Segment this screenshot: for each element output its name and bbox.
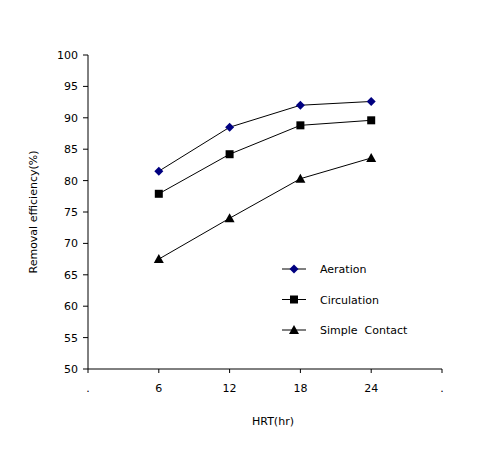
x-tick-label: . <box>440 382 444 395</box>
data-point <box>296 121 304 129</box>
y-tick-label: 95 <box>64 80 78 93</box>
x-tick-label: 24 <box>364 382 378 395</box>
y-tick-label: 50 <box>64 363 78 376</box>
y-tick-label: 60 <box>64 300 78 313</box>
y-axis-title: Removal efficiency(%) <box>27 150 40 273</box>
legend-label: Circulation <box>320 294 379 307</box>
y-tick-label: 70 <box>64 237 78 250</box>
data-point <box>154 254 164 263</box>
x-tick <box>300 369 301 373</box>
data-point <box>225 213 235 222</box>
legend-marker <box>289 325 299 334</box>
y-tick <box>83 337 88 338</box>
data-point <box>366 153 376 162</box>
x-tick <box>442 369 443 373</box>
y-tick <box>83 55 88 56</box>
data-point <box>367 97 376 106</box>
y-tick <box>83 212 88 213</box>
y-tick <box>83 117 88 118</box>
y-tick-label: 90 <box>64 112 78 125</box>
data-point <box>367 116 375 124</box>
data-point <box>155 190 163 198</box>
y-tick <box>83 274 88 275</box>
y-tick <box>83 306 88 307</box>
x-tick <box>88 369 89 373</box>
x-tick-label: 6 <box>155 382 162 395</box>
x-tick <box>158 369 159 373</box>
y-tick <box>83 180 88 181</box>
legend-marker <box>290 296 298 304</box>
series-line <box>159 120 371 193</box>
y-tick <box>83 86 88 87</box>
y-tick <box>83 243 88 244</box>
y-tick-label: 55 <box>64 332 78 345</box>
x-tick-label: . <box>86 382 90 395</box>
data-point <box>296 101 305 110</box>
legend: Aeration Circulation Simple Contact <box>282 263 408 337</box>
legend-label: Simple Contact <box>320 324 408 337</box>
series-line <box>159 101 371 171</box>
x-tick <box>229 369 230 373</box>
data-point <box>226 150 234 158</box>
y-tick-label: 65 <box>64 269 78 282</box>
legend-marker <box>290 265 299 274</box>
y-tick-label: 85 <box>64 143 78 156</box>
y-tick-label: 75 <box>64 206 78 219</box>
x-tick <box>371 369 372 373</box>
y-tick <box>83 369 88 370</box>
plot-area <box>154 97 376 263</box>
x-tick-label: 12 <box>223 382 237 395</box>
series-line <box>159 158 371 259</box>
data-point <box>225 123 234 132</box>
y-tick-label: 80 <box>64 175 78 188</box>
x-axis <box>88 369 442 370</box>
chart: 50 55 60 65 70 75 80 85 90 95 100. 6 12 18 24. HRT(hr) R… <box>0 0 486 451</box>
data-point <box>295 174 305 183</box>
x-axis-title: HRT(hr) <box>252 415 294 428</box>
legend-label: Aeration <box>320 263 366 276</box>
y-tick-label: 100 <box>57 49 78 62</box>
data-point <box>154 167 163 176</box>
x-tick-label: 18 <box>293 382 307 395</box>
y-tick <box>83 149 88 150</box>
